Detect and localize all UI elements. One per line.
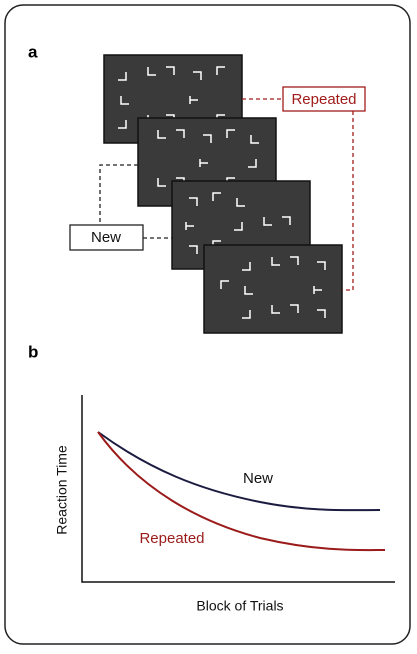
repeated-label: Repeated bbox=[291, 91, 356, 108]
new-label: New bbox=[91, 229, 121, 246]
new-curve-label: New bbox=[243, 470, 273, 487]
y-axis-label: Reaction Time bbox=[54, 445, 70, 535]
search-display bbox=[204, 245, 342, 333]
panel-label: b bbox=[28, 342, 38, 361]
panel-label: a bbox=[28, 42, 38, 61]
x-axis-label: Block of Trials bbox=[196, 598, 283, 614]
page: {"panel_a": {"label": "a", "repeated_lab… bbox=[0, 0, 417, 649]
repeated-curve-label: Repeated bbox=[139, 530, 204, 547]
figure: a Repeated New b New Repeated Reaction T… bbox=[0, 0, 417, 649]
